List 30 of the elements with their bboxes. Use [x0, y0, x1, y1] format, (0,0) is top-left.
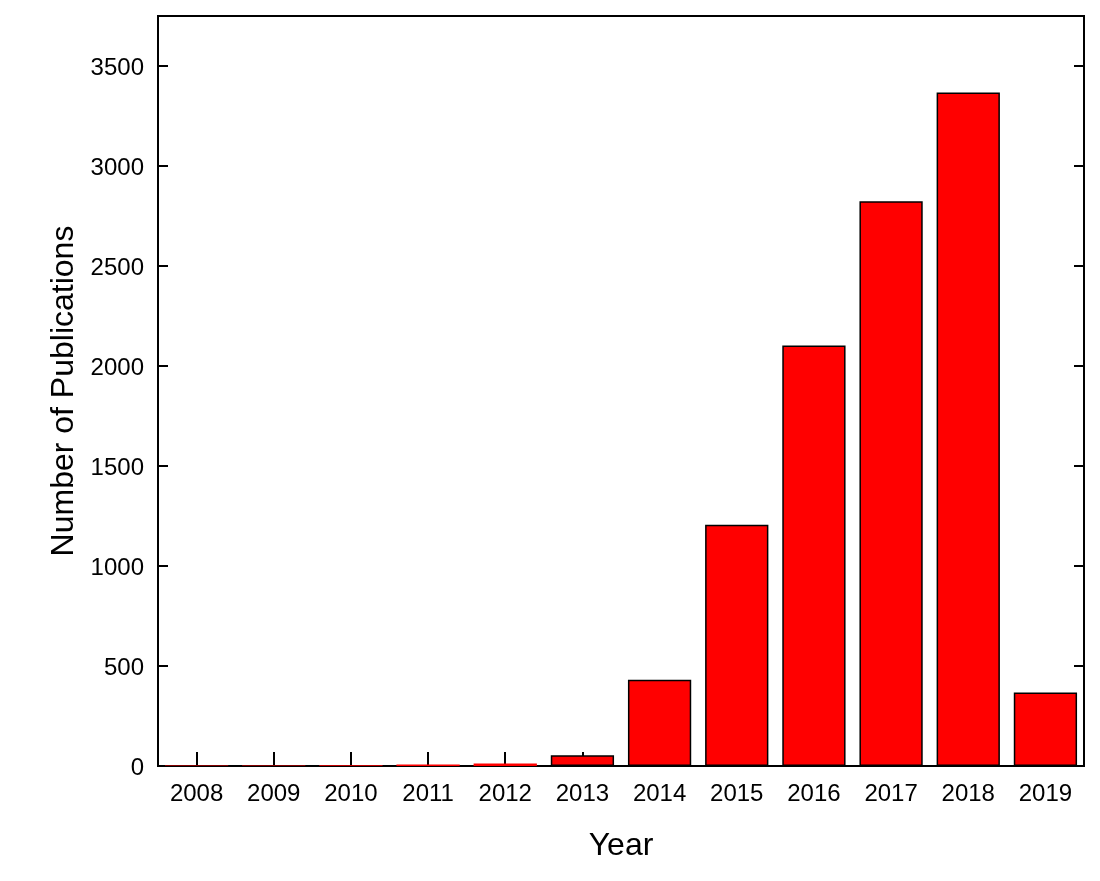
x-tick-label: 2008: [169, 778, 224, 806]
y-tick-label: 0: [130, 752, 144, 780]
x-axis-title: Year: [588, 826, 654, 862]
x-tick-label: 2017: [864, 778, 918, 806]
y-tick-label: 3500: [90, 52, 144, 80]
x-tick-label: 2014: [632, 778, 687, 806]
bar: [550, 755, 615, 766]
bar: [782, 345, 846, 766]
y-tick-label: 1500: [90, 452, 144, 480]
y-tick-label: 3000: [90, 152, 144, 180]
x-tick-label: 2012: [478, 778, 532, 806]
x-tick-label: 2016: [787, 778, 841, 806]
y-tick-label: 500: [103, 652, 144, 680]
bar: [627, 679, 692, 766]
x-tick-label: 2019: [1018, 778, 1073, 806]
x-tick-label: 2018: [941, 778, 995, 806]
y-tick-label: 2500: [90, 252, 144, 280]
bar: [473, 763, 537, 766]
x-tick-label: 2013: [555, 778, 610, 806]
x-tick-label: 2015: [710, 778, 764, 806]
x-tick-label: 2011: [402, 778, 454, 806]
y-tick-label: 1000: [90, 552, 144, 580]
y-axis-title: Number of Publications: [44, 225, 80, 557]
x-tick-label: 2010: [324, 778, 378, 806]
bar: [1013, 692, 1078, 766]
y-tick-label: 2000: [90, 352, 144, 380]
bar: [859, 201, 923, 766]
bar: [936, 92, 1000, 766]
x-tick-label: 2009: [247, 778, 301, 806]
bar: [705, 524, 769, 766]
